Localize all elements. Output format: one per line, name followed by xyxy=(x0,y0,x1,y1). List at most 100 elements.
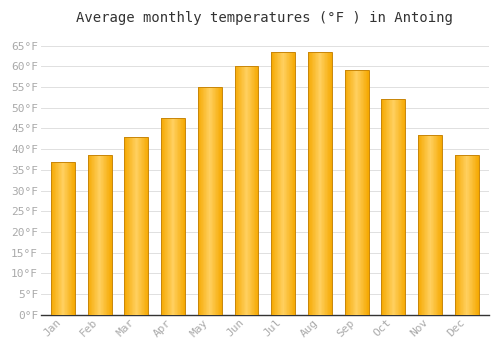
Bar xyxy=(201,87,202,315)
Bar xyxy=(203,87,204,315)
Bar xyxy=(272,52,295,315)
Bar xyxy=(423,135,424,315)
Bar xyxy=(319,52,320,315)
Bar xyxy=(68,162,69,315)
Bar xyxy=(359,70,360,315)
Bar xyxy=(198,87,222,315)
Bar xyxy=(69,162,70,315)
Bar xyxy=(167,118,168,315)
Bar xyxy=(392,99,393,315)
Bar xyxy=(400,99,401,315)
Bar xyxy=(328,52,329,315)
Bar xyxy=(212,87,213,315)
Bar xyxy=(248,66,249,315)
Bar xyxy=(103,155,104,315)
Bar xyxy=(89,155,90,315)
Bar xyxy=(146,137,147,315)
Bar xyxy=(182,118,183,315)
Bar xyxy=(72,162,73,315)
Bar xyxy=(126,137,127,315)
Bar xyxy=(272,52,273,315)
Bar xyxy=(322,52,323,315)
Bar xyxy=(470,155,471,315)
Bar xyxy=(308,52,332,315)
Bar xyxy=(279,52,280,315)
Bar xyxy=(100,155,101,315)
Bar xyxy=(102,155,103,315)
Bar xyxy=(144,137,146,315)
Bar xyxy=(397,99,398,315)
Bar xyxy=(111,155,112,315)
Bar xyxy=(294,52,295,315)
Bar xyxy=(354,70,355,315)
Bar xyxy=(280,52,281,315)
Bar xyxy=(95,155,96,315)
Bar xyxy=(346,70,347,315)
Bar xyxy=(317,52,318,315)
Bar xyxy=(175,118,176,315)
Bar xyxy=(433,135,434,315)
Bar xyxy=(477,155,478,315)
Bar xyxy=(139,137,140,315)
Bar xyxy=(273,52,274,315)
Bar xyxy=(108,155,109,315)
Bar xyxy=(311,52,312,315)
Bar xyxy=(418,135,419,315)
Bar xyxy=(471,155,472,315)
Bar xyxy=(360,70,361,315)
Bar xyxy=(473,155,474,315)
Bar xyxy=(179,118,180,315)
Bar xyxy=(181,118,182,315)
Bar xyxy=(254,66,255,315)
Bar xyxy=(455,155,479,315)
Bar xyxy=(94,155,95,315)
Bar xyxy=(105,155,106,315)
Bar xyxy=(51,162,75,315)
Bar xyxy=(366,70,367,315)
Bar xyxy=(323,52,324,315)
Bar xyxy=(205,87,206,315)
Bar xyxy=(241,66,242,315)
Bar xyxy=(219,87,220,315)
Bar xyxy=(143,137,144,315)
Bar xyxy=(435,135,436,315)
Bar xyxy=(243,66,244,315)
Bar xyxy=(161,118,185,315)
Bar xyxy=(420,135,421,315)
Bar xyxy=(472,155,473,315)
Bar xyxy=(326,52,327,315)
Bar xyxy=(63,162,64,315)
Bar xyxy=(62,162,63,315)
Bar xyxy=(55,162,56,315)
Bar xyxy=(236,66,237,315)
Bar xyxy=(147,137,148,315)
Bar xyxy=(350,70,352,315)
Bar xyxy=(169,118,170,315)
Bar xyxy=(207,87,208,315)
Bar xyxy=(209,87,210,315)
Bar xyxy=(314,52,315,315)
Bar xyxy=(166,118,167,315)
Bar xyxy=(92,155,93,315)
Bar xyxy=(401,99,402,315)
Bar xyxy=(130,137,131,315)
Bar xyxy=(348,70,349,315)
Bar xyxy=(288,52,289,315)
Bar xyxy=(174,118,175,315)
Bar xyxy=(438,135,439,315)
Bar xyxy=(61,162,62,315)
Bar xyxy=(421,135,422,315)
Bar xyxy=(476,155,477,315)
Bar xyxy=(237,66,238,315)
Bar xyxy=(213,87,214,315)
Bar xyxy=(256,66,258,315)
Bar xyxy=(425,135,426,315)
Bar xyxy=(478,155,479,315)
Bar xyxy=(475,155,476,315)
Bar xyxy=(208,87,209,315)
Bar xyxy=(106,155,107,315)
Bar xyxy=(164,118,166,315)
Bar xyxy=(393,99,394,315)
Bar xyxy=(220,87,221,315)
Bar xyxy=(321,52,322,315)
